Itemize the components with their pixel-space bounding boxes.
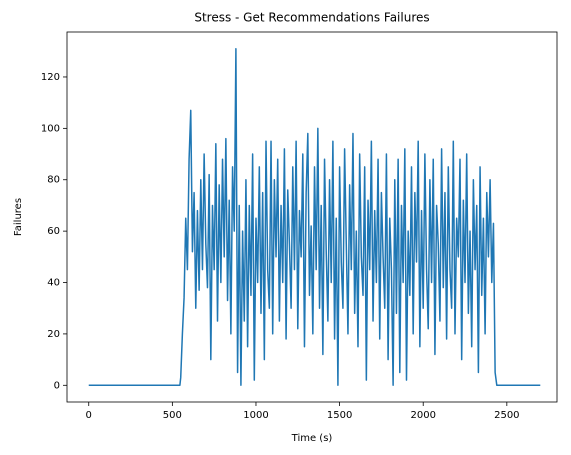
- y-tick-label: 120: [41, 72, 60, 83]
- y-tick-label: 100: [41, 123, 60, 134]
- y-tick-label: 60: [47, 226, 60, 237]
- x-tick-label: 2000: [410, 410, 435, 421]
- y-tick-label: 20: [47, 329, 60, 340]
- x-tick-label: 500: [163, 410, 182, 421]
- x-tick-label: 1500: [327, 410, 352, 421]
- y-tick-label: 80: [47, 175, 60, 186]
- y-axis-label: Failures: [13, 198, 24, 236]
- x-tick-label: 1000: [243, 410, 268, 421]
- chart-title: Stress - Get Recommendations Failures: [194, 11, 429, 25]
- plot-frame: [66, 31, 558, 403]
- data-line: [88, 47, 541, 387]
- x-tick-label: 2500: [494, 410, 519, 421]
- y-tick-label: 0: [54, 380, 60, 391]
- x-tick-label: 0: [86, 410, 92, 421]
- y-tick-label: 40: [47, 278, 60, 289]
- x-axis-label: Time (s): [291, 433, 333, 444]
